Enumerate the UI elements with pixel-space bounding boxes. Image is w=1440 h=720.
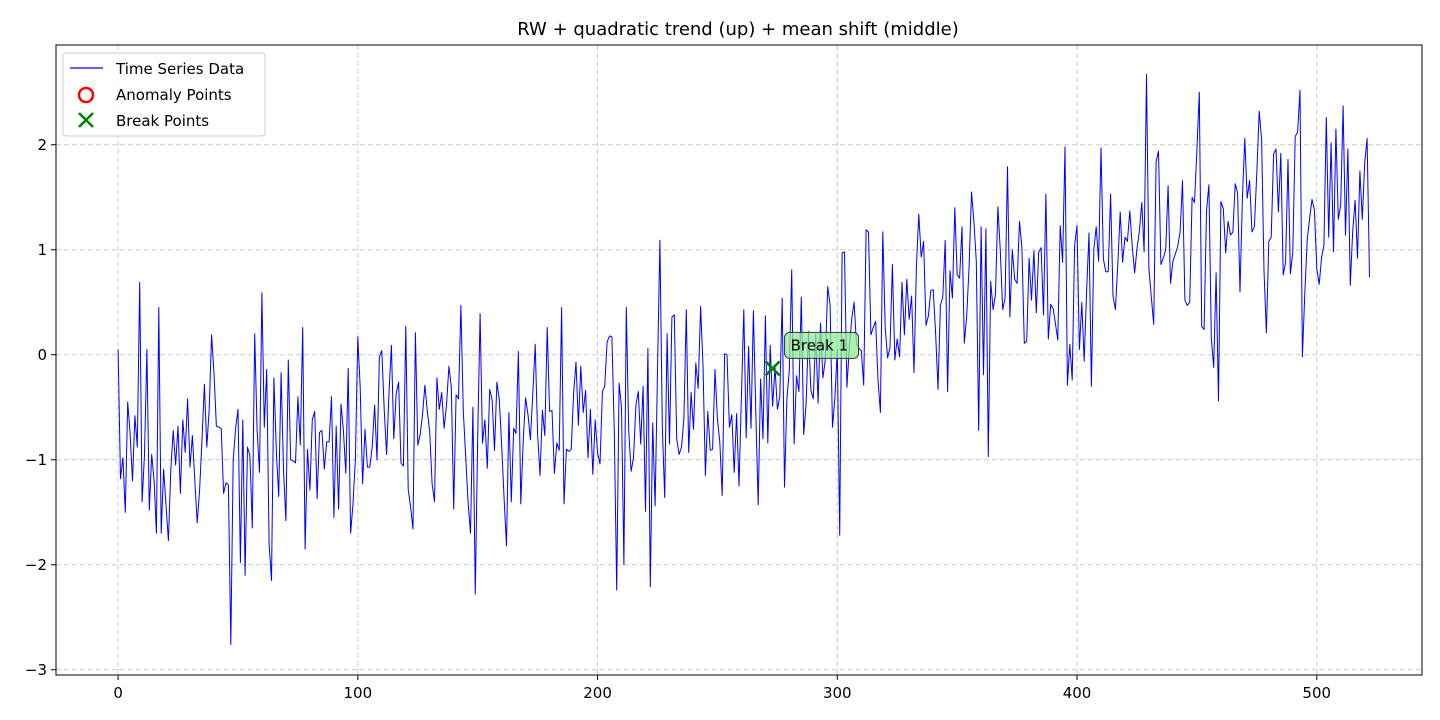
y-tick-label: −2 (25, 556, 47, 574)
break-annotation-label: Break 1 (791, 336, 849, 354)
break-points-layer: Break 1 (764, 331, 860, 377)
series-layer (117, 73, 1370, 645)
break-annotation-box (784, 331, 860, 359)
x-tick-label: 0 (113, 684, 123, 702)
x-tick-label: 300 (823, 684, 852, 702)
x-tick-label: 100 (344, 684, 373, 702)
break-point-marker (764, 360, 781, 377)
legend-break-swatch (78, 112, 94, 128)
y-tick-label: −3 (25, 661, 47, 679)
legend-anomaly-swatch (77, 86, 95, 104)
legend-frame (62, 52, 266, 137)
legend-label-anomaly: Anomaly Points (116, 86, 232, 104)
chart-title: RW + quadratic trend (up) + mean shift (… (517, 19, 958, 40)
y-tick-label: 1 (37, 241, 47, 259)
x-tick-label: 400 (1063, 684, 1092, 702)
legend-label-break: Break Points (116, 112, 209, 130)
x-axis: 0 100 200 300 400 500 (113, 675, 1331, 702)
legend-label-time-series: Time Series Data (115, 60, 244, 78)
y-tick-label: −1 (25, 451, 47, 469)
legend: Time Series Data Anomaly Points Break Po… (62, 52, 266, 137)
grid (56, 45, 1422, 675)
y-tick-label: 0 (37, 346, 47, 364)
y-axis: −3 −2 −1 0 1 2 (25, 136, 56, 679)
x-tick-label: 500 (1302, 684, 1331, 702)
series-line-time-series (117, 73, 1370, 645)
plot-frame (55, 44, 1423, 676)
y-tick-label: 2 (37, 136, 47, 154)
x-tick-label: 200 (583, 684, 612, 702)
